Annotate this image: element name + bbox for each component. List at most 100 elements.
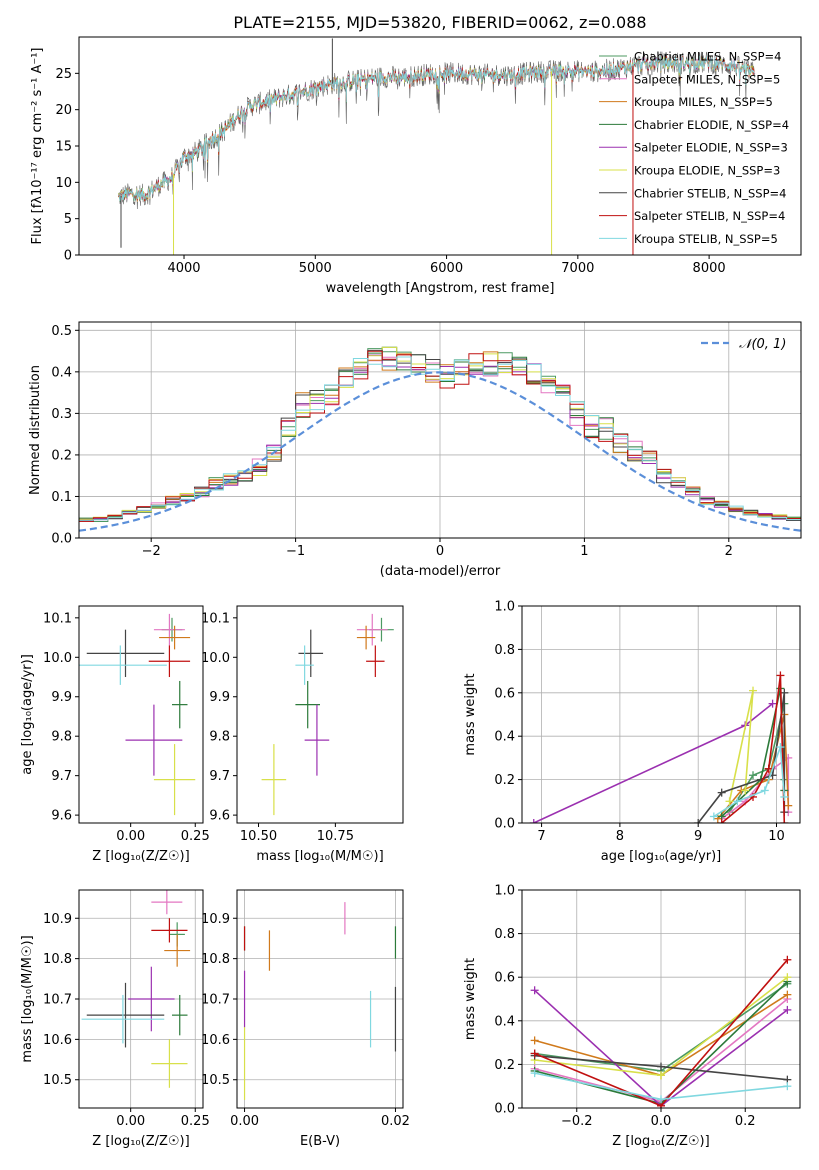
- x-tick-label: 0.25: [181, 1114, 210, 1129]
- y-tick-label: 0.0: [494, 1102, 515, 1117]
- y-tick-label: 9.9: [51, 690, 72, 705]
- x-tick-label: 0.0: [651, 1114, 672, 1129]
- y-tick-label: 0.2: [494, 1058, 515, 1073]
- histogram-step-6: [79, 349, 801, 522]
- axes-frame: [236, 605, 404, 824]
- y-tick-label: 0.3: [51, 407, 72, 422]
- x-tick-label: 0.02: [381, 1114, 410, 1129]
- x-tick-label: −0.2: [561, 1114, 593, 1129]
- y-tick-label: 1.0: [494, 600, 515, 615]
- y-tick-label: 10.8: [201, 952, 230, 967]
- y-tick-label: 9.8: [209, 730, 230, 745]
- x-tick-label: 7000: [561, 261, 594, 276]
- x-tick-label: −2: [142, 544, 161, 559]
- x-tick-label: 1: [580, 544, 588, 559]
- x-axis-label: age [log₁₀(age/yr)]: [601, 849, 722, 864]
- figure-title: PLATE=2155, MJD=53820, FIBERID=0062, z=0…: [233, 13, 646, 32]
- x-tick-label: 5000: [299, 261, 332, 276]
- x-tick-label: 8000: [693, 261, 726, 276]
- y-tick-label: 10.5: [43, 1073, 72, 1088]
- legend-label: Salpeter ELODIE, N_SSP=3: [634, 141, 788, 155]
- legend-label: 𝒩(0, 1): [739, 337, 786, 352]
- panel-spectrum: 4000 5000 6000 7000 8000 0 5 10 15 20 25 wavelength…: [30, 36, 802, 296]
- y-tick-label: 0.1: [51, 490, 72, 505]
- histogram-step-8: [79, 356, 801, 523]
- y-axis-label: Flux [fλ10⁻¹⁷ erg cm⁻² s⁻¹ A⁻¹]: [30, 48, 45, 245]
- legend-label: Chabrier MILES, N_SSP=4: [634, 50, 781, 64]
- histogram-step-5: [79, 346, 801, 521]
- y-tick-label: 0.2: [494, 773, 515, 788]
- x-tick-label: 6000: [430, 261, 463, 276]
- y-tick-label: 10.1: [201, 611, 230, 626]
- y-tick-label: 0.5: [51, 324, 72, 339]
- panel-mass-vs-ebv: 0.00 0.02 10.5 10.6 10.7 10.8 10.9 E(B-V): [201, 889, 410, 1149]
- y-tick-label: 9.8: [51, 730, 72, 745]
- x-tick-label: 0.25: [181, 829, 210, 844]
- plot-area: [243, 902, 397, 1100]
- y-tick-label: 10.7: [43, 993, 72, 1008]
- x-tick-label: 8: [616, 829, 624, 844]
- plot-area: [118, 38, 756, 255]
- legend-label: Chabrier ELODIE, N_SSP=4: [634, 118, 789, 132]
- legend-label: Salpeter MILES, N_SSP=5: [634, 72, 780, 86]
- x-tick-label: 9: [694, 829, 702, 844]
- panel-mass-vs-z: 0.00 0.25 10.5 10.6 10.7 10.8 10.9 Z [log₁₀(Z/Z…: [20, 889, 210, 1149]
- x-axis-label: Z [log₁₀(Z/Z☉)]: [92, 1134, 189, 1149]
- histogram-step-0: [79, 348, 801, 524]
- y-axis-label: mass weight: [463, 673, 478, 755]
- x-tick-label: 0.00: [230, 1114, 259, 1129]
- axes-frame: [78, 605, 204, 824]
- legend-label: Kroupa MILES, N_SSP=5: [634, 95, 773, 109]
- x-tick-label: 2: [725, 544, 733, 559]
- normal-curve: [79, 371, 801, 532]
- legend-label: Salpeter STELIB, N_SSP=4: [634, 209, 785, 223]
- y-tick-label: 10.0: [43, 651, 72, 666]
- y-tick-label: 0.4: [494, 1014, 515, 1029]
- histogram-step-1: [79, 353, 801, 524]
- y-tick-label: 9.7: [209, 769, 230, 784]
- y-tick-label: 10.1: [43, 611, 72, 626]
- x-tick-label: 10: [768, 829, 785, 844]
- y-tick-label: 0.8: [494, 927, 515, 942]
- plot-area: [529, 671, 793, 823]
- x-tick-label: 0.2: [735, 1114, 756, 1129]
- axes-frame: [521, 605, 801, 824]
- x-tick-label: −1: [286, 544, 305, 559]
- histogram-step-7: [79, 350, 801, 524]
- y-tick-label: 0.6: [494, 686, 515, 701]
- y-axis-label: mass weight: [463, 958, 478, 1040]
- legend-label: Chabrier STELIB, N_SSP=4: [634, 186, 786, 200]
- plot-area: [530, 955, 792, 1108]
- y-tick-label: 9.6: [209, 809, 230, 824]
- panel-age-vs-z: 0.00 0.25 9.6 9.7 9.8 9.9 10.0 10.1 Z [log₁₀(Z/Z…: [20, 605, 210, 864]
- histogram-step-4: [79, 354, 801, 523]
- x-tick-label: 0.00: [116, 829, 145, 844]
- y-tick-label: 0.2: [51, 448, 72, 463]
- y-tick-label: 0.0: [494, 817, 515, 832]
- y-tick-label: 15: [55, 140, 72, 155]
- y-axis-label: Normed distribution: [28, 365, 43, 495]
- x-axis-label: E(B-V): [300, 1134, 340, 1149]
- y-tick-label: 0.4: [494, 730, 515, 745]
- y-axis-label: mass [log₁₀(M/M☉)]: [20, 935, 35, 1062]
- x-tick-label: 7: [537, 829, 545, 844]
- y-tick-label: 10.0: [201, 651, 230, 666]
- y-tick-label: 10.6: [201, 1033, 230, 1048]
- panel-age-vs-mass: 10.50 10.75 9.6 9.7 9.8 9.9 10.0 10.1 mass [log₁…: [201, 605, 404, 864]
- plot-area: [81, 890, 191, 1088]
- y-tick-label: 9.9: [209, 690, 230, 705]
- histogram-step-2: [79, 351, 801, 522]
- y-tick-label: 0: [64, 249, 72, 264]
- y-tick-label: 9.7: [51, 769, 72, 784]
- x-tick-label: 10.75: [317, 829, 354, 844]
- y-tick-label: 9.6: [51, 809, 72, 824]
- plot-area: [79, 613, 196, 816]
- weight-line-5: [728, 690, 754, 802]
- legend-label: Kroupa STELIB, N_SSP=5: [634, 232, 778, 246]
- y-tick-label: 10.6: [43, 1033, 72, 1048]
- x-tick-label: 0.00: [116, 1114, 145, 1129]
- y-tick-label: 0.6: [494, 971, 515, 986]
- y-tick-label: 0.0: [51, 532, 72, 547]
- spectrum-line-8: [118, 55, 756, 201]
- y-tick-label: 0.8: [494, 643, 515, 658]
